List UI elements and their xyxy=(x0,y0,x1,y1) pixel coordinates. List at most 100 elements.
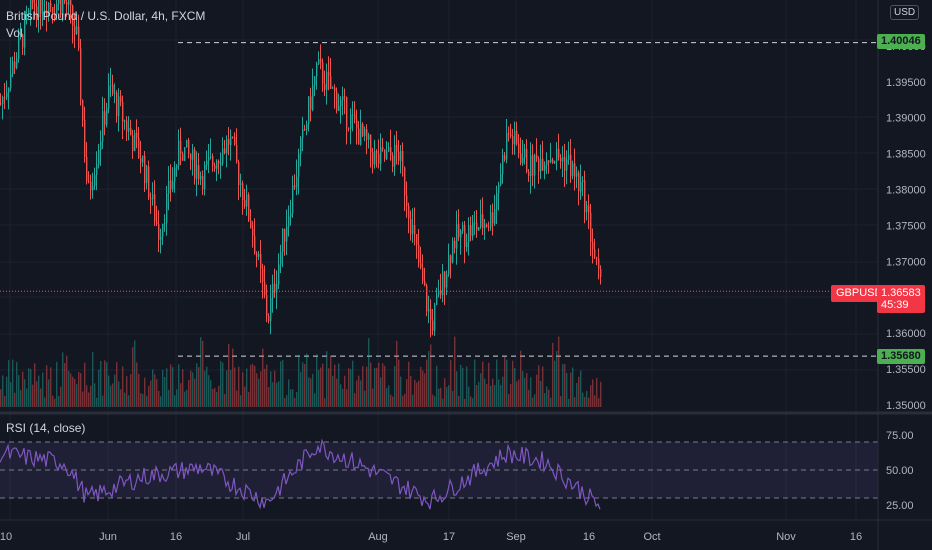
candle-body xyxy=(20,34,22,38)
candle-body xyxy=(164,223,166,225)
volume-bar xyxy=(366,366,368,407)
candle-body xyxy=(326,72,328,90)
volume-bar xyxy=(512,360,514,407)
candle-body xyxy=(518,143,520,154)
time-tick-label: Aug xyxy=(368,531,388,543)
candle-body xyxy=(162,223,164,237)
price-tick-label: 1.38500 xyxy=(886,149,926,161)
volume-bar xyxy=(168,389,170,407)
candle-body xyxy=(520,153,522,164)
currency-button[interactable]: USD xyxy=(890,5,920,20)
candle-body xyxy=(328,72,330,76)
candle-body xyxy=(588,205,590,213)
rsi-legend[interactable]: RSI (14, close) xyxy=(6,421,86,435)
volume-bar xyxy=(532,397,534,407)
volume-bar xyxy=(264,368,266,407)
volume-bar xyxy=(330,355,332,407)
volume-bar xyxy=(418,380,420,407)
volume-legend[interactable]: Vol xyxy=(6,26,23,40)
volume-bar xyxy=(122,366,124,407)
candle-body xyxy=(392,155,394,167)
volume-bar xyxy=(44,397,46,407)
chart-title[interactable]: British Pound / U.S. Dollar, 4h, FXCM xyxy=(6,9,206,23)
price-axis[interactable]: 1.400001.395001.390001.385001.380001.375… xyxy=(886,41,926,412)
candle-body xyxy=(274,283,276,293)
candle-body xyxy=(442,271,444,296)
candle-body xyxy=(34,3,36,6)
time-tick-label: 10 xyxy=(0,531,12,543)
volume-bar xyxy=(334,364,336,407)
volume-bar xyxy=(506,359,508,407)
volume-bar xyxy=(414,379,416,407)
time-tick-label: 16 xyxy=(850,531,862,543)
volume-bar xyxy=(566,372,568,407)
candle-body xyxy=(424,281,426,286)
volume-bar xyxy=(440,387,442,407)
volume-bar xyxy=(74,378,76,407)
candle-body xyxy=(322,62,324,85)
horizontal-levels[interactable] xyxy=(0,42,878,499)
volume-bar xyxy=(60,386,62,407)
candle-body xyxy=(480,214,482,228)
volume-bar xyxy=(142,394,144,407)
volume-bar xyxy=(474,359,476,407)
candle-body xyxy=(266,295,268,317)
volume-bar xyxy=(470,396,472,407)
price-tick-label: 1.39000 xyxy=(886,113,926,125)
candle-body xyxy=(452,240,454,263)
volume-bar xyxy=(544,393,546,407)
volume-bar xyxy=(288,379,290,407)
candle-body xyxy=(200,176,202,180)
volume-bar xyxy=(278,381,280,407)
volume-bar xyxy=(384,365,386,407)
rsi-line xyxy=(0,438,601,510)
volume-bar xyxy=(464,398,466,407)
time-tick-label: 17 xyxy=(443,531,455,543)
volume-bar xyxy=(486,384,488,407)
volume-bar xyxy=(574,397,576,407)
volume-bar xyxy=(66,355,68,407)
candle-body xyxy=(48,2,50,17)
volume-bar xyxy=(312,373,314,407)
volume-bar xyxy=(100,361,102,407)
volume-bar xyxy=(286,395,288,407)
candle-body xyxy=(90,181,92,191)
volume-bar xyxy=(590,385,592,407)
candle-body xyxy=(406,195,408,206)
candle-body xyxy=(538,158,540,172)
candle-body xyxy=(440,290,442,296)
candle-body xyxy=(264,282,266,296)
candle-body xyxy=(56,4,58,15)
volume-bar xyxy=(550,397,552,407)
candle-body xyxy=(270,298,272,321)
volume-bar xyxy=(230,369,232,407)
price-tick-label: 1.35500 xyxy=(886,364,926,376)
time-tick-label: 16 xyxy=(170,531,182,543)
volume-bar xyxy=(126,376,128,407)
time-axis[interactable]: 10 Jun 16 Jul Aug 17 Sep 16 Oct Nov 16 xyxy=(0,531,862,543)
candle-body xyxy=(68,0,70,5)
candle-body xyxy=(138,138,140,158)
volume-bar xyxy=(582,392,584,407)
candle-body xyxy=(500,174,502,185)
candle-body xyxy=(188,140,190,154)
volume-bar xyxy=(240,395,242,407)
price-candles[interactable] xyxy=(0,0,602,338)
volume-bar xyxy=(158,390,160,407)
volume-bar xyxy=(432,394,434,407)
candle-body xyxy=(116,92,118,117)
volume-bar xyxy=(64,363,66,407)
candle-body xyxy=(296,176,298,188)
candle-body xyxy=(24,16,26,48)
candle-body xyxy=(410,219,412,235)
candle-body xyxy=(306,124,308,130)
volume-bar xyxy=(502,376,504,407)
candle-body xyxy=(332,87,334,89)
volume-bar xyxy=(30,369,32,407)
candle-body xyxy=(64,0,66,3)
rsi-axis[interactable]: 75.00 50.00 25.00 xyxy=(886,430,914,512)
candle-body xyxy=(376,151,378,154)
volume-bar xyxy=(518,379,520,407)
volume-bar xyxy=(178,364,180,407)
